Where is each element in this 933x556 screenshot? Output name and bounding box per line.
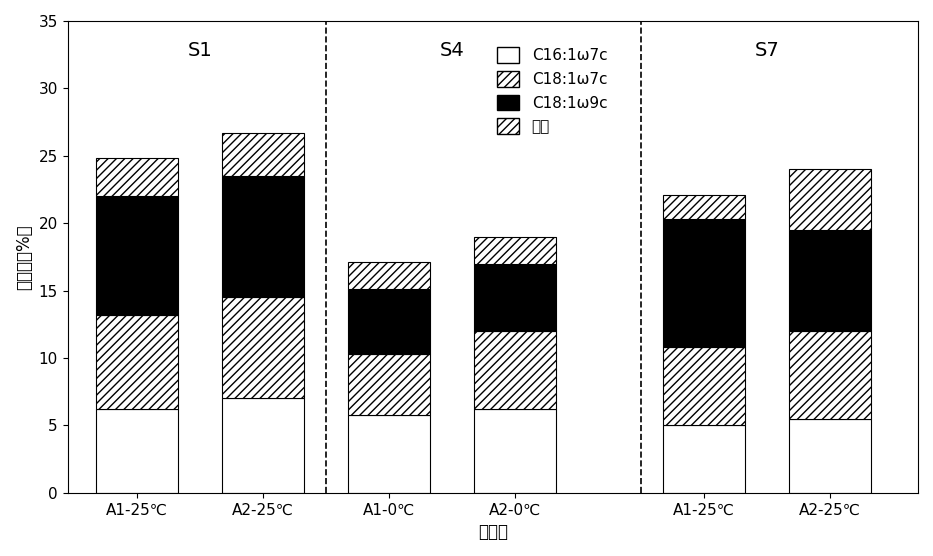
Bar (474, 264, 556, 331)
Bar (789, 419, 870, 493)
Bar (662, 425, 745, 493)
Bar (662, 219, 745, 347)
Bar (789, 331, 870, 419)
Bar (348, 415, 430, 493)
Bar (474, 331, 556, 409)
Text: S4: S4 (439, 41, 465, 60)
Bar (96, 196, 178, 315)
Legend: C16:1ω7c, C18:1ω7c, C18:1ω9c, 其它: C16:1ω7c, C18:1ω7c, C18:1ω9c, 其它 (492, 43, 612, 139)
Text: S1: S1 (188, 41, 213, 60)
Bar (222, 133, 304, 176)
Y-axis label: 百分比（%）: 百分比（%） (15, 224, 33, 290)
Bar (96, 158, 178, 196)
Bar (789, 169, 870, 230)
Bar (662, 347, 745, 425)
Bar (348, 289, 430, 354)
Bar (348, 354, 430, 415)
Bar (96, 315, 178, 409)
Bar (474, 237, 556, 264)
Bar (789, 230, 870, 331)
Text: S7: S7 (755, 41, 779, 60)
Bar (662, 195, 745, 219)
Bar (474, 409, 556, 493)
Bar (222, 399, 304, 493)
Bar (222, 297, 304, 399)
Bar (96, 409, 178, 493)
Bar (222, 176, 304, 297)
X-axis label: 反应器: 反应器 (478, 523, 508, 541)
Bar (348, 262, 430, 289)
